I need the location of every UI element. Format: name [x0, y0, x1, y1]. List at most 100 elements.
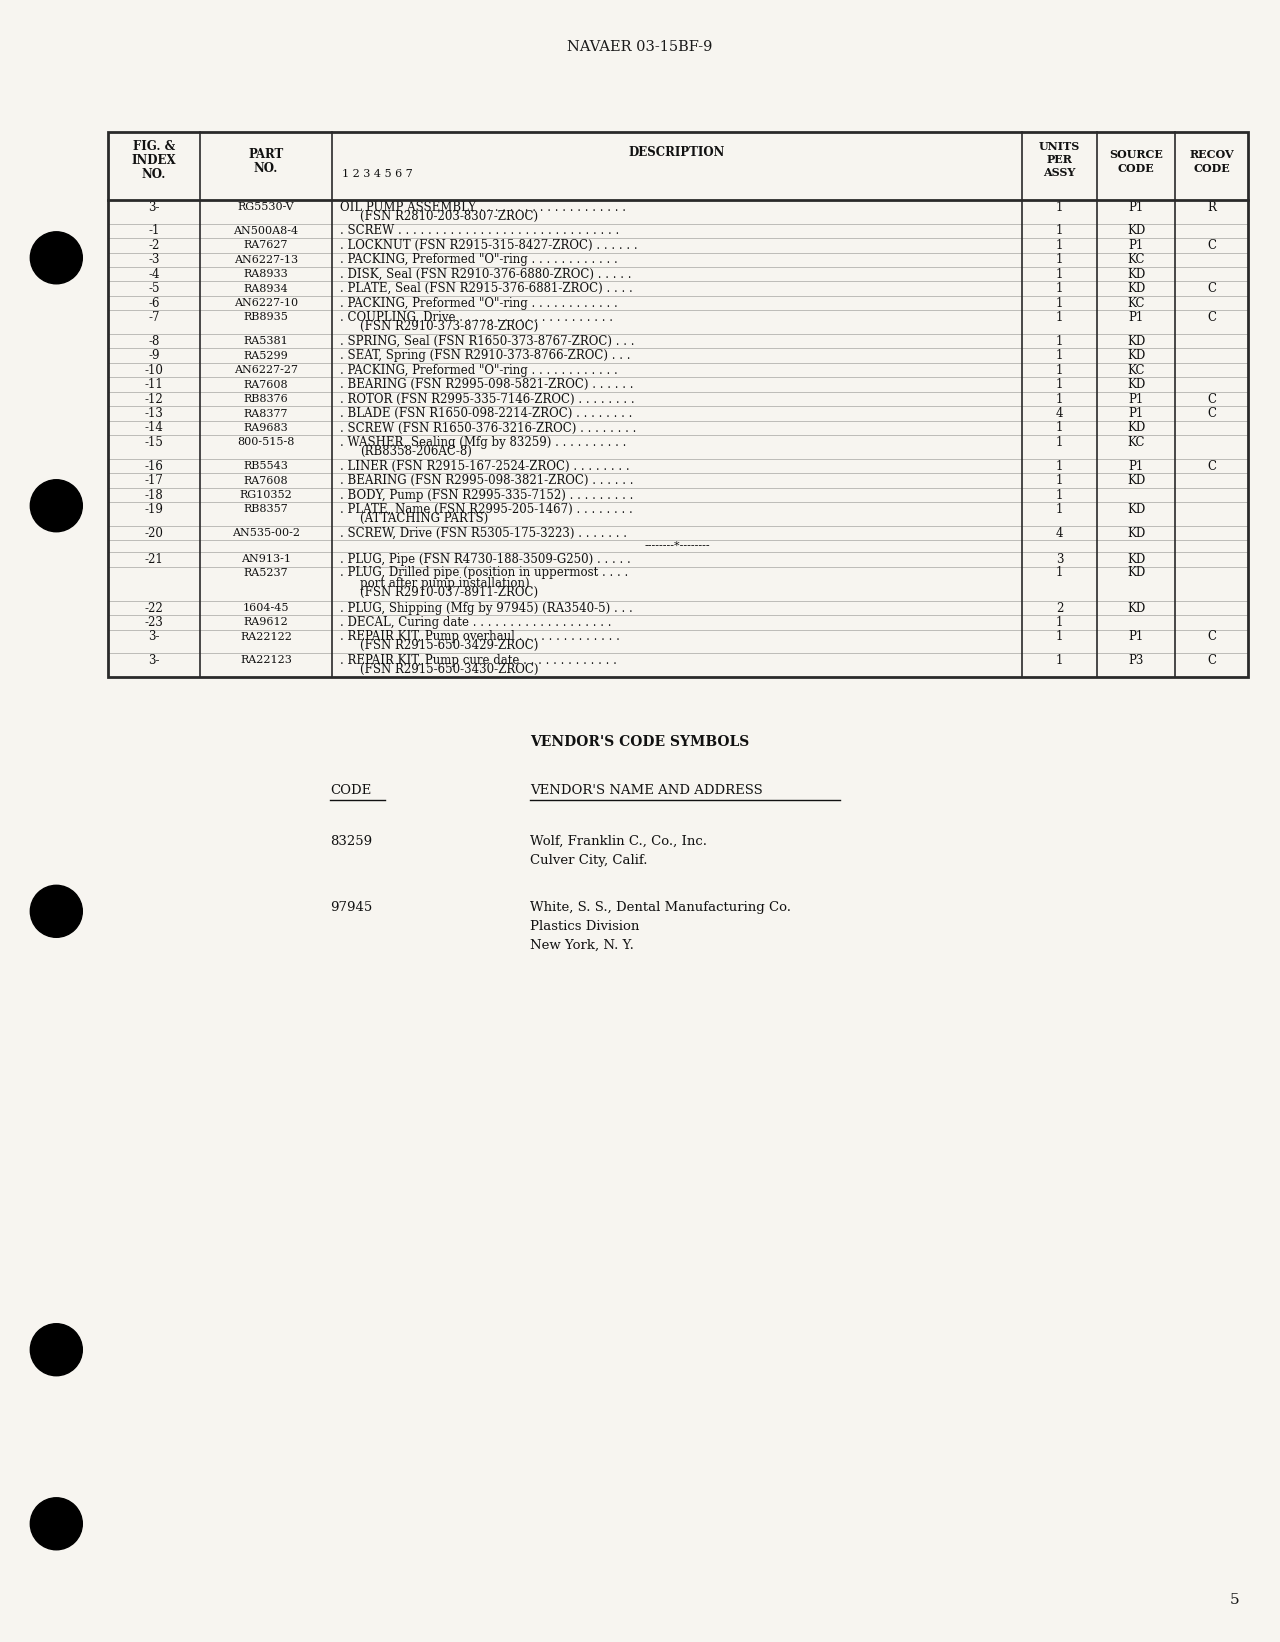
- Text: NO.: NO.: [142, 167, 166, 181]
- Text: . SCREW, Drive (FSN R5305-175-3223) . . . . . . .: . SCREW, Drive (FSN R5305-175-3223) . . …: [340, 527, 627, 540]
- Text: AN6227-27: AN6227-27: [234, 365, 298, 374]
- Text: ASSY: ASSY: [1043, 166, 1075, 177]
- Text: (FSN R2915-650-3430-ZROC): (FSN R2915-650-3430-ZROC): [360, 663, 539, 677]
- Text: 800-515-8: 800-515-8: [237, 437, 294, 447]
- Text: R: R: [1207, 200, 1216, 213]
- Text: . DECAL, Curing date . . . . . . . . . . . . . . . . . . .: . DECAL, Curing date . . . . . . . . . .…: [340, 616, 612, 629]
- Text: RA8933: RA8933: [243, 269, 288, 279]
- Text: . PLATE, Seal (FSN R2915-376-6881-ZROC) . . . .: . PLATE, Seal (FSN R2915-376-6881-ZROC) …: [340, 282, 632, 296]
- Text: CODE: CODE: [1193, 163, 1230, 174]
- Text: (FSN R2910-037-8911-ZROC): (FSN R2910-037-8911-ZROC): [360, 586, 538, 599]
- Text: KD: KD: [1126, 527, 1146, 540]
- Text: KD: KD: [1126, 422, 1146, 435]
- Text: (FSN R2810-203-8307-ZROC): (FSN R2810-203-8307-ZROC): [360, 210, 538, 223]
- Text: CODE: CODE: [330, 783, 371, 796]
- Text: 1: 1: [1056, 392, 1064, 406]
- Text: . PACKING, Preformed "O"-ring . . . . . . . . . . . .: . PACKING, Preformed "O"-ring . . . . . …: [340, 253, 618, 266]
- Text: 1: 1: [1056, 616, 1064, 629]
- Text: P1: P1: [1129, 310, 1143, 323]
- Text: KD: KD: [1126, 335, 1146, 348]
- Text: -22: -22: [145, 601, 164, 614]
- Text: 1: 1: [1056, 363, 1064, 376]
- Text: RB8376: RB8376: [243, 394, 288, 404]
- Text: . PACKING, Preformed "O"-ring . . . . . . . . . . . .: . PACKING, Preformed "O"-ring . . . . . …: [340, 297, 618, 310]
- Text: RG5530-V: RG5530-V: [238, 202, 294, 212]
- Text: AN6227-13: AN6227-13: [234, 255, 298, 264]
- Text: 1: 1: [1056, 350, 1064, 363]
- Text: C: C: [1207, 654, 1216, 667]
- Text: . BLADE (FSN R1650-098-2214-ZROC) . . . . . . . .: . BLADE (FSN R1650-098-2214-ZROC) . . . …: [340, 407, 632, 420]
- Text: 1: 1: [1056, 460, 1064, 473]
- Text: VENDOR'S CODE SYMBOLS: VENDOR'S CODE SYMBOLS: [530, 736, 750, 749]
- Text: 3-: 3-: [148, 200, 160, 213]
- Text: P1: P1: [1129, 200, 1143, 213]
- Text: 2: 2: [1056, 601, 1064, 614]
- Circle shape: [31, 1498, 82, 1550]
- Text: 3-: 3-: [148, 631, 160, 644]
- Text: AN6227-10: AN6227-10: [234, 299, 298, 309]
- Text: 1: 1: [1056, 422, 1064, 435]
- Text: (RB8358-206AC-8): (RB8358-206AC-8): [360, 445, 472, 458]
- Text: 1: 1: [1056, 378, 1064, 391]
- Text: -2: -2: [148, 238, 160, 251]
- Text: RA22122: RA22122: [241, 632, 292, 642]
- Text: RA7627: RA7627: [243, 240, 288, 250]
- Text: RA7608: RA7608: [243, 379, 288, 389]
- Text: . PLUG, Shipping (Mfg by 97945) (RA3540-5) . . .: . PLUG, Shipping (Mfg by 97945) (RA3540-…: [340, 601, 632, 614]
- Text: -1: -1: [148, 225, 160, 238]
- Text: 1604-45: 1604-45: [243, 603, 289, 612]
- Circle shape: [31, 1323, 82, 1376]
- Text: INDEX: INDEX: [132, 153, 177, 166]
- Text: Culver City, Calif.: Culver City, Calif.: [530, 854, 648, 867]
- Text: . BODY, Pump (FSN R2995-335-7152) . . . . . . . . .: . BODY, Pump (FSN R2995-335-7152) . . . …: [340, 489, 634, 501]
- Text: KC: KC: [1128, 253, 1144, 266]
- Text: RA5299: RA5299: [243, 351, 288, 361]
- Text: New York, N. Y.: New York, N. Y.: [530, 939, 634, 952]
- Text: -14: -14: [145, 422, 164, 435]
- Text: -17: -17: [145, 475, 164, 488]
- Text: KD: KD: [1126, 282, 1146, 296]
- Text: KC: KC: [1128, 363, 1144, 376]
- Text: (ATTACHING PARTS): (ATTACHING PARTS): [360, 512, 488, 525]
- Text: KD: KD: [1126, 553, 1146, 566]
- Text: 83259: 83259: [330, 836, 372, 847]
- Text: . BEARING (FSN R2995-098-3821-ZROC) . . . . . .: . BEARING (FSN R2995-098-3821-ZROC) . . …: [340, 475, 634, 488]
- Text: KD: KD: [1126, 350, 1146, 363]
- Text: 1: 1: [1056, 489, 1064, 501]
- Text: . BEARING (FSN R2995-098-5821-ZROC) . . . . . .: . BEARING (FSN R2995-098-5821-ZROC) . . …: [340, 378, 634, 391]
- Text: -21: -21: [145, 553, 164, 566]
- Bar: [108, 131, 1248, 677]
- Circle shape: [31, 479, 82, 532]
- Text: Plastics Division: Plastics Division: [530, 920, 640, 933]
- Text: . REPAIR KIT, Pump overhaul . . . . . . . . . . . . . .: . REPAIR KIT, Pump overhaul . . . . . . …: [340, 631, 620, 644]
- Text: RB5543: RB5543: [243, 461, 288, 471]
- Text: C: C: [1207, 238, 1216, 251]
- Text: FIG. &: FIG. &: [133, 140, 175, 153]
- Text: RECOV: RECOV: [1189, 148, 1234, 159]
- Text: -10: -10: [145, 363, 164, 376]
- Text: 1: 1: [1056, 297, 1064, 310]
- Text: . LINER (FSN R2915-167-2524-ZROC) . . . . . . . .: . LINER (FSN R2915-167-2524-ZROC) . . . …: [340, 460, 630, 473]
- Text: VENDOR'S NAME AND ADDRESS: VENDOR'S NAME AND ADDRESS: [530, 783, 763, 796]
- Text: P1: P1: [1129, 392, 1143, 406]
- Text: C: C: [1207, 460, 1216, 473]
- Text: -11: -11: [145, 378, 164, 391]
- Text: RA22123: RA22123: [241, 655, 292, 665]
- Text: -8: -8: [148, 335, 160, 348]
- Text: DESCRIPTION: DESCRIPTION: [628, 146, 726, 159]
- Text: 1: 1: [1056, 238, 1064, 251]
- Text: C: C: [1207, 392, 1216, 406]
- Text: PER: PER: [1047, 153, 1073, 164]
- Text: RA8934: RA8934: [243, 284, 288, 294]
- Circle shape: [31, 232, 82, 284]
- Text: 4: 4: [1056, 407, 1064, 420]
- Text: RA7608: RA7608: [243, 476, 288, 486]
- Text: 5: 5: [1230, 1593, 1240, 1608]
- Text: AN500A8-4: AN500A8-4: [233, 227, 298, 236]
- Circle shape: [31, 885, 82, 938]
- Text: -4: -4: [148, 268, 160, 281]
- Text: port after pump installation): port after pump installation): [360, 576, 530, 589]
- Text: KD: KD: [1126, 475, 1146, 488]
- Text: . LOCKNUT (FSN R2915-315-8427-ZROC) . . . . . .: . LOCKNUT (FSN R2915-315-8427-ZROC) . . …: [340, 238, 637, 251]
- Text: 1: 1: [1056, 502, 1064, 516]
